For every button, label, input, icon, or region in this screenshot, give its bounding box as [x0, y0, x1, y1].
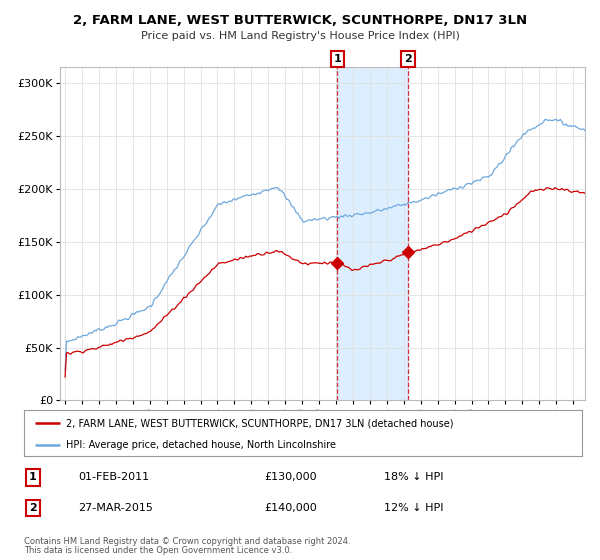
Text: 2, FARM LANE, WEST BUTTERWICK, SCUNTHORPE, DN17 3LN (detached house): 2, FARM LANE, WEST BUTTERWICK, SCUNTHORP… [66, 418, 454, 428]
Text: Price paid vs. HM Land Registry's House Price Index (HPI): Price paid vs. HM Land Registry's House … [140, 31, 460, 41]
Text: Contains HM Land Registry data © Crown copyright and database right 2024.: Contains HM Land Registry data © Crown c… [24, 538, 350, 547]
Text: 1: 1 [29, 473, 37, 482]
Text: HPI: Average price, detached house, North Lincolnshire: HPI: Average price, detached house, Nort… [66, 440, 336, 450]
Text: 2: 2 [29, 503, 37, 513]
Text: 27-MAR-2015: 27-MAR-2015 [78, 503, 153, 513]
Text: This data is licensed under the Open Government Licence v3.0.: This data is licensed under the Open Gov… [24, 547, 292, 556]
Text: £140,000: £140,000 [264, 503, 317, 513]
Text: 18% ↓ HPI: 18% ↓ HPI [384, 473, 443, 482]
Text: 2: 2 [404, 54, 412, 64]
Text: £130,000: £130,000 [264, 473, 317, 482]
Text: 01-FEB-2011: 01-FEB-2011 [78, 473, 149, 482]
Bar [337, 67, 408, 400]
Text: 2, FARM LANE, WEST BUTTERWICK, SCUNTHORPE, DN17 3LN: 2, FARM LANE, WEST BUTTERWICK, SCUNTHORP… [73, 14, 527, 27]
Text: 1: 1 [334, 54, 341, 64]
Text: 12% ↓ HPI: 12% ↓ HPI [384, 503, 443, 513]
